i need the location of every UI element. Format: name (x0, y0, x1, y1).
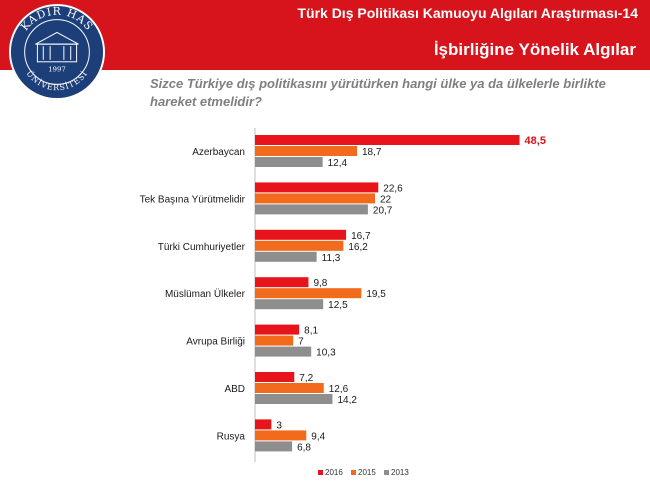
category-label: Azerbaycan (192, 147, 245, 158)
legend-label: 2015 (358, 468, 376, 477)
bar-2015-t-rki-cumhuriyetler (255, 240, 344, 251)
value-label: 16,7 (351, 231, 371, 242)
value-label: 11,3 (322, 253, 341, 264)
bar-2013-tek-ba-na-y-r-tmelidir (255, 204, 368, 215)
university-logo: KADİR HAS ÜNİVERSİTESİ 1997 (8, 3, 106, 101)
bar-2015-rusya (255, 430, 307, 441)
logo-year: 1997 (48, 66, 65, 74)
value-label: 20,7 (373, 205, 393, 216)
bar-2015-azerbaycan (255, 146, 357, 156)
logo-seal (8, 3, 106, 101)
legend: 2016 2015 2013 (318, 468, 409, 477)
bar-2015-abd (255, 383, 324, 393)
bar-2015-tek-ba-na-y-r-tmelidir (255, 193, 375, 204)
bar-2016-m-sl-man-lkeler (255, 277, 309, 288)
bar-2016-abd (255, 372, 295, 382)
bar-2016-rusya (255, 419, 272, 430)
value-label: 12,4 (328, 158, 348, 169)
value-label: 8,1 (304, 326, 318, 337)
category-label: Avrupa Birliği (186, 337, 245, 348)
value-label: 6,8 (297, 442, 311, 453)
bar-2016-t-rki-cumhuriyetler (255, 229, 347, 240)
value-label: 7 (298, 337, 304, 348)
legend-swatch-2015 (351, 470, 356, 475)
header-banner (0, 0, 650, 70)
value-label: 22 (380, 194, 392, 205)
bar-2013-azerbaycan (255, 157, 323, 167)
bar-2013-rusya (255, 441, 293, 452)
legend-swatch-2016 (318, 470, 323, 475)
bar-2013-m-sl-man-lkeler (255, 299, 324, 310)
value-label: 12,6 (329, 384, 349, 395)
report-subtitle: Türk Dış Politikası Kamuoyu Algıları Ara… (297, 5, 638, 21)
bar-2013-avrupa-birli-i (255, 346, 312, 357)
value-label: 16,2 (348, 242, 368, 253)
bar-2013-abd (255, 394, 333, 404)
bar-2016-avrupa-birli-i (255, 324, 300, 335)
bar-2013-t-rki-cumhuriyetler (255, 251, 317, 262)
value-label: 14,2 (337, 395, 357, 406)
bar-2015-m-sl-man-lkeler (255, 288, 362, 299)
legend-label: 2016 (325, 468, 343, 477)
category-label: Tek Başına Yürütmelidir (140, 194, 246, 205)
value-label: 9,8 (313, 278, 327, 289)
bar-2016-azerbaycan (255, 135, 520, 145)
value-label: 48,5 (525, 135, 546, 147)
value-label: 19,5 (366, 289, 386, 300)
value-label: 12,5 (328, 300, 348, 311)
value-label: 3 (276, 420, 282, 431)
value-label: 7,2 (299, 373, 313, 384)
legend-swatch-2013 (384, 470, 389, 475)
category-label: Türki Cumhuriyetler (158, 242, 246, 253)
survey-question: Sizce Türkiye dış politikasını yürütürke… (150, 76, 606, 109)
bar-2016-tek-ba-na-y-r-tmelidir (255, 182, 379, 193)
value-label: 9,4 (311, 431, 325, 442)
value-label: 10,3 (316, 348, 336, 359)
category-label: ABD (224, 384, 245, 395)
page-title: İşbirliğine Yönelik Algılar (433, 40, 636, 59)
bar-2015-avrupa-birli-i (255, 335, 294, 346)
category-label: Müslüman Ülkeler (165, 288, 246, 300)
value-label: 18,7 (362, 147, 382, 158)
legend-label: 2013 (391, 468, 409, 477)
value-label: 22,6 (383, 183, 403, 194)
category-label: Rusya (217, 431, 246, 442)
